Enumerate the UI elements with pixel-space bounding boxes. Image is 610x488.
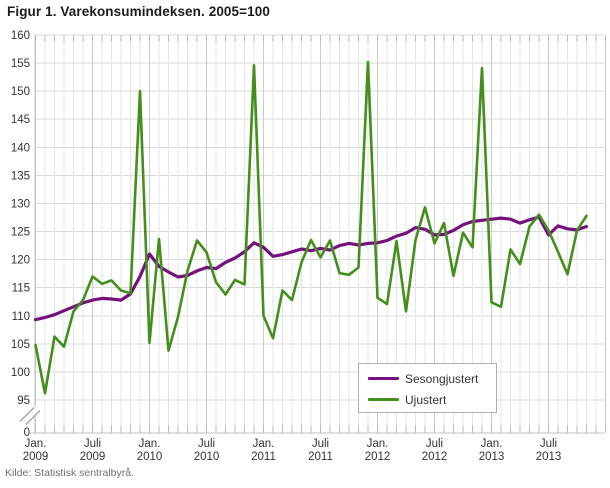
x-tick-label-year: 2013 — [479, 451, 505, 463]
y-tick-label: 120 — [11, 255, 30, 267]
x-tick-label: Jan. — [367, 438, 389, 450]
x-tick-label: Juli — [426, 438, 443, 450]
x-tick-label-year: 2013 — [536, 451, 562, 463]
y-tick-label: 125 — [11, 227, 30, 239]
y-tick-label-zero: 0 — [24, 427, 30, 439]
axis-break-icon — [25, 409, 41, 426]
x-tick-label-year: 2012 — [365, 451, 391, 463]
x-tick-label: Juli — [84, 438, 101, 450]
x-tick-label: Jan. — [25, 438, 47, 450]
y-tick-label: 155 — [11, 58, 30, 70]
x-tick-label: Juli — [540, 438, 557, 450]
series-line-sesongjustert[interactable] — [33, 215, 589, 322]
legend-item-ujustert[interactable]: Ujustert — [368, 389, 496, 410]
x-tick-label-year: 2011 — [308, 451, 333, 463]
x-tick-label: Jan. — [139, 438, 161, 450]
x-tick-label: Juli — [312, 438, 329, 450]
y-tick-label: 100 — [11, 367, 30, 379]
x-tick-label-year: 2011 — [251, 451, 276, 463]
y-tick-label: 135 — [11, 170, 30, 182]
x-tick-label: Jan. — [253, 438, 275, 450]
source-note: Kilde: Statistisk sentralbyrå. — [5, 467, 134, 479]
y-tick-label: 105 — [11, 339, 30, 351]
legend-label-sesongjustert: Sesongjustert — [405, 371, 479, 386]
y-tick-label: 145 — [11, 114, 30, 126]
axis-break-mask — [21, 403, 44, 426]
y-tick-label: 110 — [12, 311, 30, 323]
x-tick-label-year: 2010 — [137, 451, 163, 463]
chart-title: Figur 1. Varekonsumindeksen. 2005=100 — [7, 4, 270, 19]
y-tick-label: 140 — [11, 142, 30, 154]
legend: Sesongjustert Ujustert — [358, 363, 497, 413]
axis-break-icon — [19, 406, 35, 423]
x-tick-label-year: 2012 — [422, 451, 448, 463]
legend-label-ujustert: Ujustert — [405, 392, 447, 407]
y-tick-label: 115 — [12, 283, 30, 295]
x-tick-label-year: 2009 — [80, 451, 106, 463]
legend-item-sesongjustert[interactable]: Sesongjustert — [368, 368, 496, 389]
y-tick-label: 160 — [11, 30, 30, 42]
x-tick-label: Juli — [198, 438, 215, 450]
y-tick-label: 95 — [17, 395, 30, 407]
sesongjustert-line-swatch — [368, 377, 399, 380]
x-tick-label: Jan. — [481, 438, 503, 450]
y-tick-label: 130 — [11, 198, 30, 210]
y-tick-label: 150 — [11, 86, 30, 98]
x-tick-label-year: 2010 — [194, 451, 220, 463]
ujustert-line-swatch — [368, 398, 399, 401]
x-tick-label-year: 2009 — [23, 451, 49, 463]
series-line-ujustert[interactable] — [34, 60, 588, 395]
